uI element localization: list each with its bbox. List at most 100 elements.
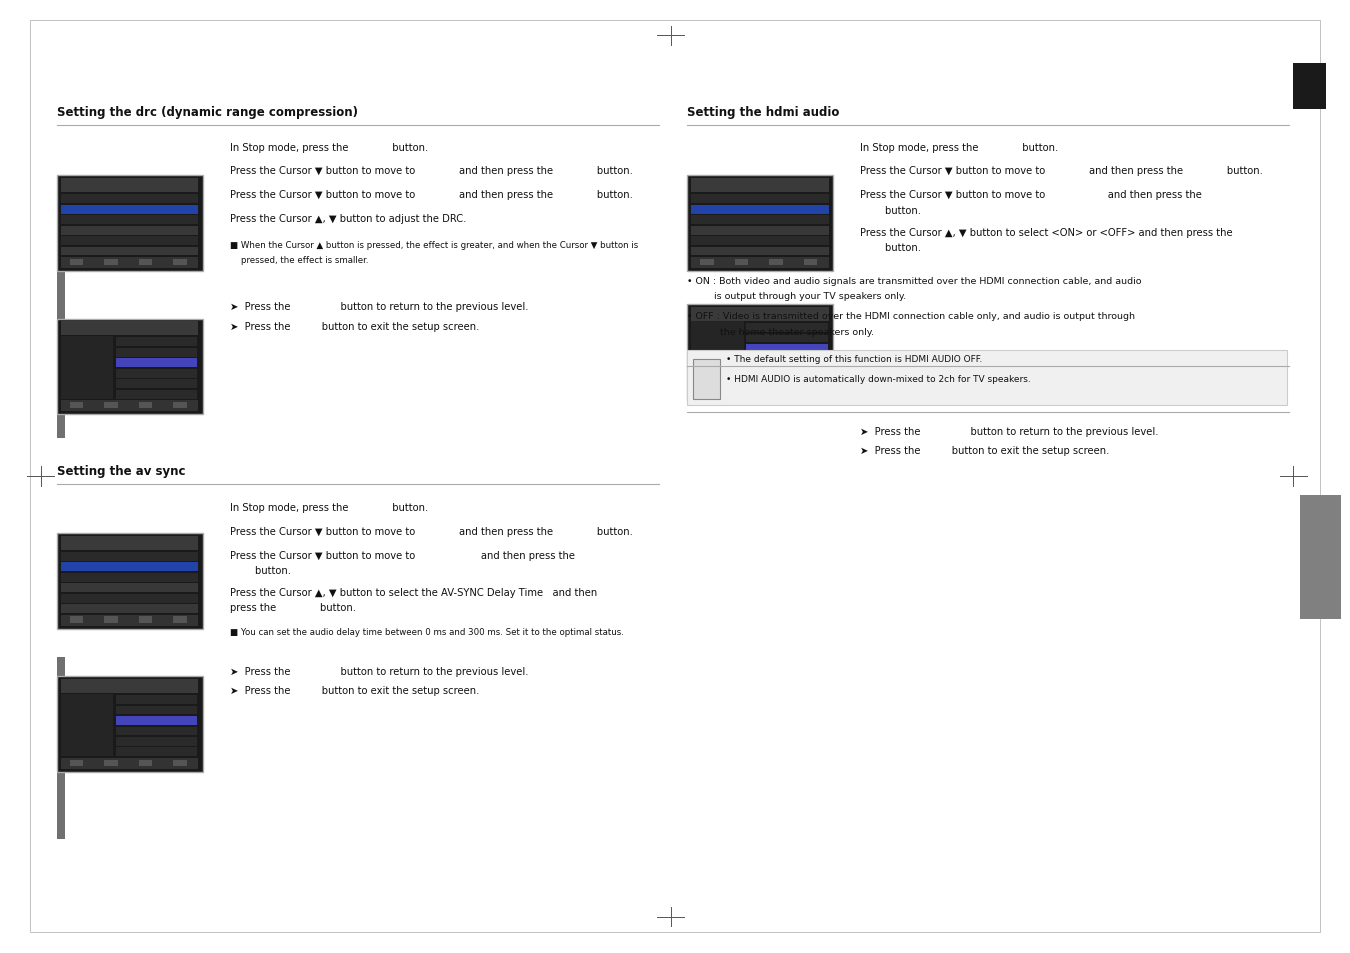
Text: ➤  Press the                button to return to the previous level.: ➤ Press the button to return to the prev…: [230, 667, 528, 677]
Bar: [747, 366, 828, 375]
Bar: [691, 216, 829, 225]
Bar: [61, 258, 198, 269]
Text: In Stop mode, press the              button.: In Stop mode, press the button.: [230, 503, 428, 513]
Text: Press the Cursor ▼ button to move to              and then press the            : Press the Cursor ▼ button to move to and…: [230, 167, 632, 176]
Bar: [116, 370, 197, 378]
Text: • ON : Both video and audio signals are transmitted over the HDMI connection cab: • ON : Both video and audio signals are …: [687, 277, 1142, 286]
Text: ■ You can set the audio delay time between 0 ms and 300 ms. Set it to the optima: ■ You can set the audio delay time betwe…: [230, 628, 624, 637]
Bar: [61, 605, 198, 614]
Bar: [139, 402, 153, 409]
Bar: [61, 759, 198, 769]
Bar: [139, 760, 153, 766]
Bar: [1300, 496, 1341, 619]
Bar: [691, 248, 829, 256]
Bar: [116, 391, 197, 399]
Bar: [57, 319, 202, 415]
Bar: [691, 308, 829, 321]
Bar: [116, 717, 197, 725]
Bar: [61, 563, 198, 572]
Bar: [116, 738, 197, 746]
Bar: [691, 206, 829, 214]
Bar: [693, 359, 720, 399]
Bar: [61, 216, 198, 225]
Bar: [61, 336, 113, 399]
Bar: [61, 401, 198, 412]
Text: • OFF : Video is transmitted over the HDMI connection cable only, and audio is o: • OFF : Video is transmitted over the HD…: [687, 313, 1135, 321]
Bar: [104, 259, 117, 266]
Text: press the              button.: press the button.: [230, 603, 355, 613]
Text: pressed, the effect is smaller.: pressed, the effect is smaller.: [230, 256, 369, 265]
Bar: [70, 617, 84, 623]
Bar: [61, 574, 198, 582]
Text: Press the Cursor ▼ button to move to                     and then press the: Press the Cursor ▼ button to move to and…: [230, 551, 575, 560]
Bar: [116, 748, 197, 757]
Bar: [116, 727, 197, 736]
Bar: [747, 345, 828, 354]
Bar: [70, 402, 84, 409]
Text: is output through your TV speakers only.: is output through your TV speakers only.: [687, 293, 906, 301]
Text: ➤  Press the          button to exit the setup screen.: ➤ Press the button to exit the setup scr…: [230, 322, 479, 332]
Bar: [747, 335, 828, 343]
Text: button.: button.: [860, 206, 921, 215]
Bar: [803, 388, 817, 395]
Text: ➤  Press the          button to exit the setup screen.: ➤ Press the button to exit the setup scr…: [860, 446, 1110, 456]
Bar: [691, 258, 829, 269]
Bar: [61, 616, 198, 626]
Text: Press the Cursor ▼ button to move to              and then press the            : Press the Cursor ▼ button to move to and…: [860, 167, 1262, 176]
Bar: [116, 338, 197, 347]
Text: Setting the av sync: Setting the av sync: [57, 464, 185, 477]
Bar: [691, 206, 829, 214]
Bar: [173, 402, 186, 409]
Bar: [734, 388, 748, 395]
Text: Press the Cursor ▲, ▼ button to select the AV-SYNC Delay Time   and then: Press the Cursor ▲, ▼ button to select t…: [230, 588, 597, 598]
Bar: [173, 259, 186, 266]
Text: ■ When the Cursor ▲ button is pressed, the effect is greater, and when the Curso: ■ When the Cursor ▲ button is pressed, t…: [230, 241, 637, 250]
Bar: [139, 617, 153, 623]
Bar: [173, 760, 186, 766]
Bar: [104, 760, 117, 766]
Text: Setting the hdmi audio: Setting the hdmi audio: [687, 106, 840, 119]
Bar: [61, 694, 113, 757]
Bar: [57, 257, 65, 438]
Text: the home theater speakers only.: the home theater speakers only.: [687, 328, 875, 336]
Bar: [61, 679, 198, 693]
Bar: [70, 760, 84, 766]
Text: button.: button.: [860, 243, 921, 253]
Bar: [61, 206, 198, 214]
Bar: [116, 359, 197, 368]
Bar: [61, 563, 198, 572]
Bar: [139, 259, 153, 266]
Bar: [687, 351, 1287, 406]
Bar: [104, 617, 117, 623]
Bar: [747, 376, 828, 385]
Bar: [116, 380, 197, 389]
Text: Setting the drc (dynamic range compression): Setting the drc (dynamic range compressi…: [57, 106, 358, 119]
Bar: [61, 237, 198, 246]
Text: ➤  Press the                button to return to the previous level.: ➤ Press the button to return to the prev…: [230, 302, 528, 312]
Text: ➤  Press the                button to return to the previous level.: ➤ Press the button to return to the prev…: [860, 427, 1158, 436]
Text: Press the Cursor ▲, ▼ button to adjust the DRC.: Press the Cursor ▲, ▼ button to adjust t…: [230, 214, 466, 224]
Bar: [104, 402, 117, 409]
Bar: [1293, 64, 1326, 110]
Bar: [687, 305, 833, 400]
Text: button.: button.: [230, 566, 290, 576]
Bar: [691, 387, 829, 397]
Bar: [61, 322, 198, 335]
Text: ➤  Press the          button to exit the setup screen.: ➤ Press the button to exit the setup scr…: [230, 686, 479, 696]
Text: In Stop mode, press the              button.: In Stop mode, press the button.: [860, 143, 1058, 152]
Bar: [57, 176, 202, 272]
Bar: [57, 677, 202, 772]
Bar: [691, 195, 829, 204]
Bar: [116, 349, 197, 357]
Bar: [61, 248, 198, 256]
Bar: [803, 259, 817, 266]
Bar: [691, 227, 829, 235]
Text: Press the Cursor ▼ button to move to              and then press the            : Press the Cursor ▼ button to move to and…: [230, 191, 632, 200]
Bar: [687, 176, 833, 272]
Bar: [691, 322, 744, 385]
Bar: [57, 658, 65, 839]
Bar: [61, 179, 198, 193]
Bar: [57, 534, 202, 629]
Bar: [173, 617, 186, 623]
Bar: [70, 259, 84, 266]
